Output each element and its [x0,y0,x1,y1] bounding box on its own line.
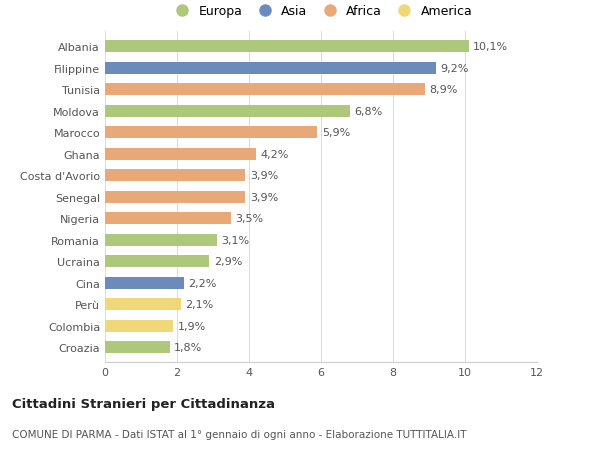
Bar [105,170,245,182]
Bar [105,320,173,332]
Text: 5,9%: 5,9% [322,128,350,138]
Text: 2,2%: 2,2% [188,278,217,288]
Bar [105,341,170,353]
Legend: Europa, Asia, Africa, America: Europa, Asia, Africa, America [164,0,478,23]
Text: 8,9%: 8,9% [430,85,458,95]
Text: 2,9%: 2,9% [214,257,242,267]
Bar [105,127,317,139]
Bar [105,299,181,311]
Text: 10,1%: 10,1% [473,42,508,52]
Bar [105,41,469,53]
Bar [105,84,425,96]
Text: Cittadini Stranieri per Cittadinanza: Cittadini Stranieri per Cittadinanza [12,397,275,410]
Text: 3,9%: 3,9% [250,171,278,181]
Bar [105,149,256,160]
Text: COMUNE DI PARMA - Dati ISTAT al 1° gennaio di ogni anno - Elaborazione TUTTITALI: COMUNE DI PARMA - Dati ISTAT al 1° genna… [12,429,467,439]
Bar [105,235,217,246]
Bar [105,63,436,74]
Text: 1,8%: 1,8% [174,342,202,353]
Bar [105,191,245,203]
Bar [105,213,231,225]
Text: 4,2%: 4,2% [260,150,289,159]
Text: 9,2%: 9,2% [440,64,469,73]
Text: 6,8%: 6,8% [354,106,382,117]
Bar [105,277,184,289]
Text: 1,9%: 1,9% [178,321,206,331]
Text: 3,5%: 3,5% [235,214,263,224]
Text: 3,9%: 3,9% [250,192,278,202]
Bar [105,256,209,268]
Text: 2,1%: 2,1% [185,300,213,310]
Bar [105,106,350,118]
Text: 3,1%: 3,1% [221,235,249,245]
